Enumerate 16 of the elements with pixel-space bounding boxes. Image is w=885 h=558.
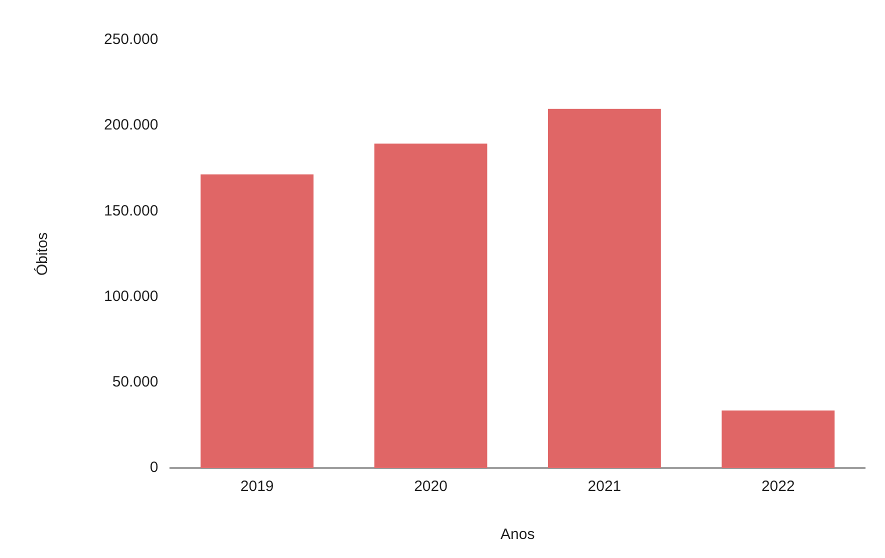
y-tick-label: 0 bbox=[150, 459, 158, 476]
bar bbox=[548, 108, 661, 468]
y-tick-label: 150.000 bbox=[104, 202, 158, 220]
x-tick-label: 2020 bbox=[414, 478, 448, 496]
y-tick-label: 200.000 bbox=[104, 116, 158, 134]
y-tick-label: 250.000 bbox=[104, 31, 158, 48]
x-tick-label: 2019 bbox=[240, 478, 274, 496]
y-axis-title: Óbitos bbox=[33, 232, 52, 276]
x-tick-label: 2022 bbox=[761, 478, 795, 496]
x-tick-label: 2021 bbox=[588, 478, 622, 496]
bar bbox=[374, 144, 488, 468]
bar bbox=[722, 410, 835, 468]
x-axis-title: Anos bbox=[500, 526, 535, 544]
y-tick-label: 50.000 bbox=[112, 374, 158, 391]
bar bbox=[200, 174, 314, 468]
y-tick-label: 100.000 bbox=[104, 288, 158, 305]
